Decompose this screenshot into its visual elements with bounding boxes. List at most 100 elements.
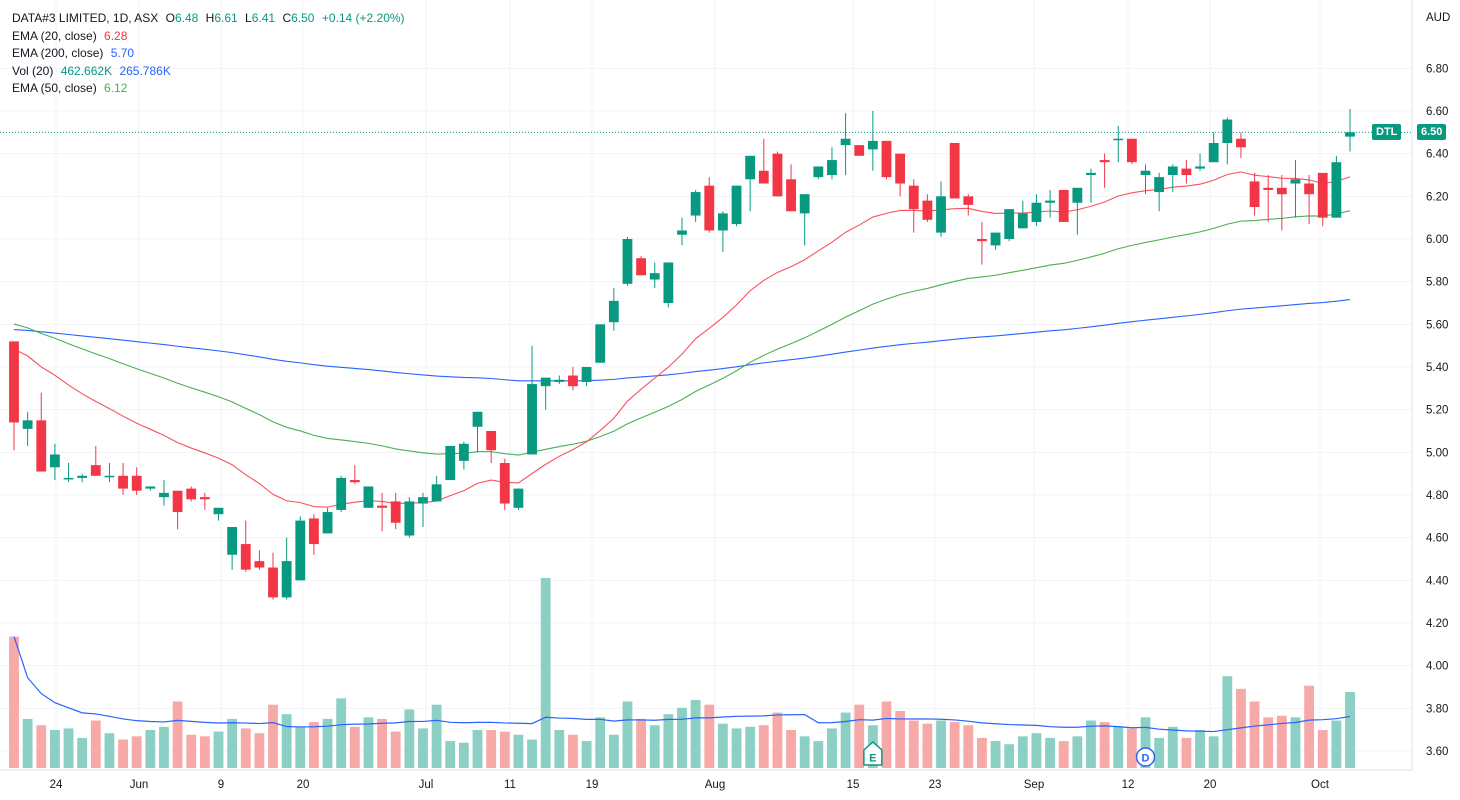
candle-body xyxy=(936,196,946,233)
volume-bar xyxy=(1017,736,1028,768)
volume-bar xyxy=(363,717,374,768)
candle-body xyxy=(377,505,387,508)
time-tick-label: Sep xyxy=(1024,779,1044,791)
legend-volume-row[interactable]: Vol (20) 462.662K 265.786K xyxy=(12,63,405,81)
candle xyxy=(295,516,306,581)
volume-bar xyxy=(1126,728,1137,768)
candle xyxy=(881,140,892,180)
legend-ema20-row[interactable]: EMA (20, close) 6.28 xyxy=(12,28,405,46)
volume-bar xyxy=(854,704,865,768)
candle-body xyxy=(595,324,606,363)
candle xyxy=(1072,187,1083,235)
candle xyxy=(9,341,19,451)
ema20-value: 6.28 xyxy=(104,28,128,43)
currency-label: AUD xyxy=(1426,12,1450,24)
ema20-label: EMA (20, close) xyxy=(12,28,97,43)
volume-bar xyxy=(1004,744,1015,768)
time-tick-label: Aug xyxy=(705,779,725,791)
volume-bar xyxy=(418,728,428,768)
volume-label: Vol (20) xyxy=(12,63,54,78)
earnings-marker[interactable]: E xyxy=(863,740,883,766)
candle-body xyxy=(118,475,128,489)
candle-body xyxy=(813,166,824,178)
volume-bar xyxy=(404,709,415,768)
candle xyxy=(1154,172,1165,212)
candle xyxy=(1345,108,1355,152)
candle xyxy=(1222,117,1233,165)
candle xyxy=(636,256,647,276)
volume-bar xyxy=(636,718,647,768)
legend-ema200-row[interactable]: EMA (200, close) 5.70 xyxy=(12,45,405,63)
candle xyxy=(309,514,319,555)
volume-bar xyxy=(295,726,306,768)
candle-body xyxy=(22,420,33,429)
candle xyxy=(568,367,578,391)
time-tick-label: 9 xyxy=(218,779,224,791)
volume-bar xyxy=(1099,722,1110,768)
volume-bar xyxy=(649,725,660,768)
price-tick-label: 5.40 xyxy=(1426,362,1448,374)
candle xyxy=(990,232,1001,250)
symbol-title[interactable]: DATA#3 LIMITED, 1D, ASX xyxy=(12,11,159,25)
price-tick-label: 4.00 xyxy=(1426,661,1448,673)
candle xyxy=(131,467,142,495)
time-tick-label: Oct xyxy=(1311,779,1330,791)
volume-bar xyxy=(172,701,183,768)
time-axis[interactable]: 24 Jun 9 20 Jul 11 19 Aug 15 23 Sep 12 20 Oct xyxy=(50,779,1330,791)
volume-bar xyxy=(595,717,606,768)
candle xyxy=(649,262,660,289)
volume-bar xyxy=(322,718,333,768)
volume-ma-value: 265.786K xyxy=(119,63,171,78)
candle-body xyxy=(186,488,197,500)
price-tick-label: 3.60 xyxy=(1426,746,1448,758)
volume-bar xyxy=(977,737,987,768)
volume-bar xyxy=(990,741,1001,768)
candle-body xyxy=(840,138,851,146)
candle xyxy=(1208,132,1219,163)
volume-bar xyxy=(49,730,60,768)
volume-bar xyxy=(213,731,224,768)
candle xyxy=(1045,189,1055,218)
candle-body xyxy=(1345,132,1355,137)
candle-body xyxy=(1086,172,1096,175)
volume-bar xyxy=(717,723,728,768)
ema200-label: EMA (200, close) xyxy=(12,46,104,60)
candle xyxy=(472,411,483,453)
volume-bar xyxy=(309,722,319,768)
price-tick-label: 5.00 xyxy=(1426,447,1448,459)
marker-label: D xyxy=(1142,753,1150,765)
time-tick-label: 23 xyxy=(929,779,942,791)
price-axis[interactable]: 6.80 6.60 6.40 6.20 6.00 5.80 5.60 5.40 5.20 5.00… xyxy=(1426,63,1448,758)
volume-bar xyxy=(390,731,401,768)
legend-ema50-row[interactable]: EMA (50, close) 6.12 xyxy=(12,80,405,98)
grid-lines xyxy=(0,0,1412,770)
volume-bar xyxy=(104,733,115,768)
candle-body xyxy=(77,475,88,478)
earnings-icon xyxy=(863,740,883,766)
candle xyxy=(90,445,101,476)
volume-bar xyxy=(1263,717,1274,768)
volume-bar xyxy=(145,730,156,768)
volume-bar xyxy=(581,741,592,768)
volume-bar xyxy=(608,734,619,768)
candle-body xyxy=(159,492,169,498)
candle-body xyxy=(977,239,987,242)
candle-body xyxy=(1126,138,1137,163)
candle xyxy=(1263,175,1274,222)
volume-bar xyxy=(772,712,783,768)
candle-body xyxy=(254,561,265,568)
candle-body xyxy=(636,258,647,276)
candle xyxy=(145,486,156,491)
candle-body xyxy=(663,262,674,303)
dividend-marker[interactable]: D xyxy=(1135,747,1156,767)
chart-legend: DATA#3 LIMITED, 1D, ASX O6.48 H6.61 L6.4… xyxy=(12,10,405,98)
candle xyxy=(240,520,251,572)
candle-body xyxy=(1331,162,1342,218)
candle-body xyxy=(690,192,701,216)
candle-body xyxy=(1167,166,1178,175)
candle xyxy=(1113,125,1124,163)
candle xyxy=(213,507,224,521)
candle xyxy=(1099,153,1110,188)
